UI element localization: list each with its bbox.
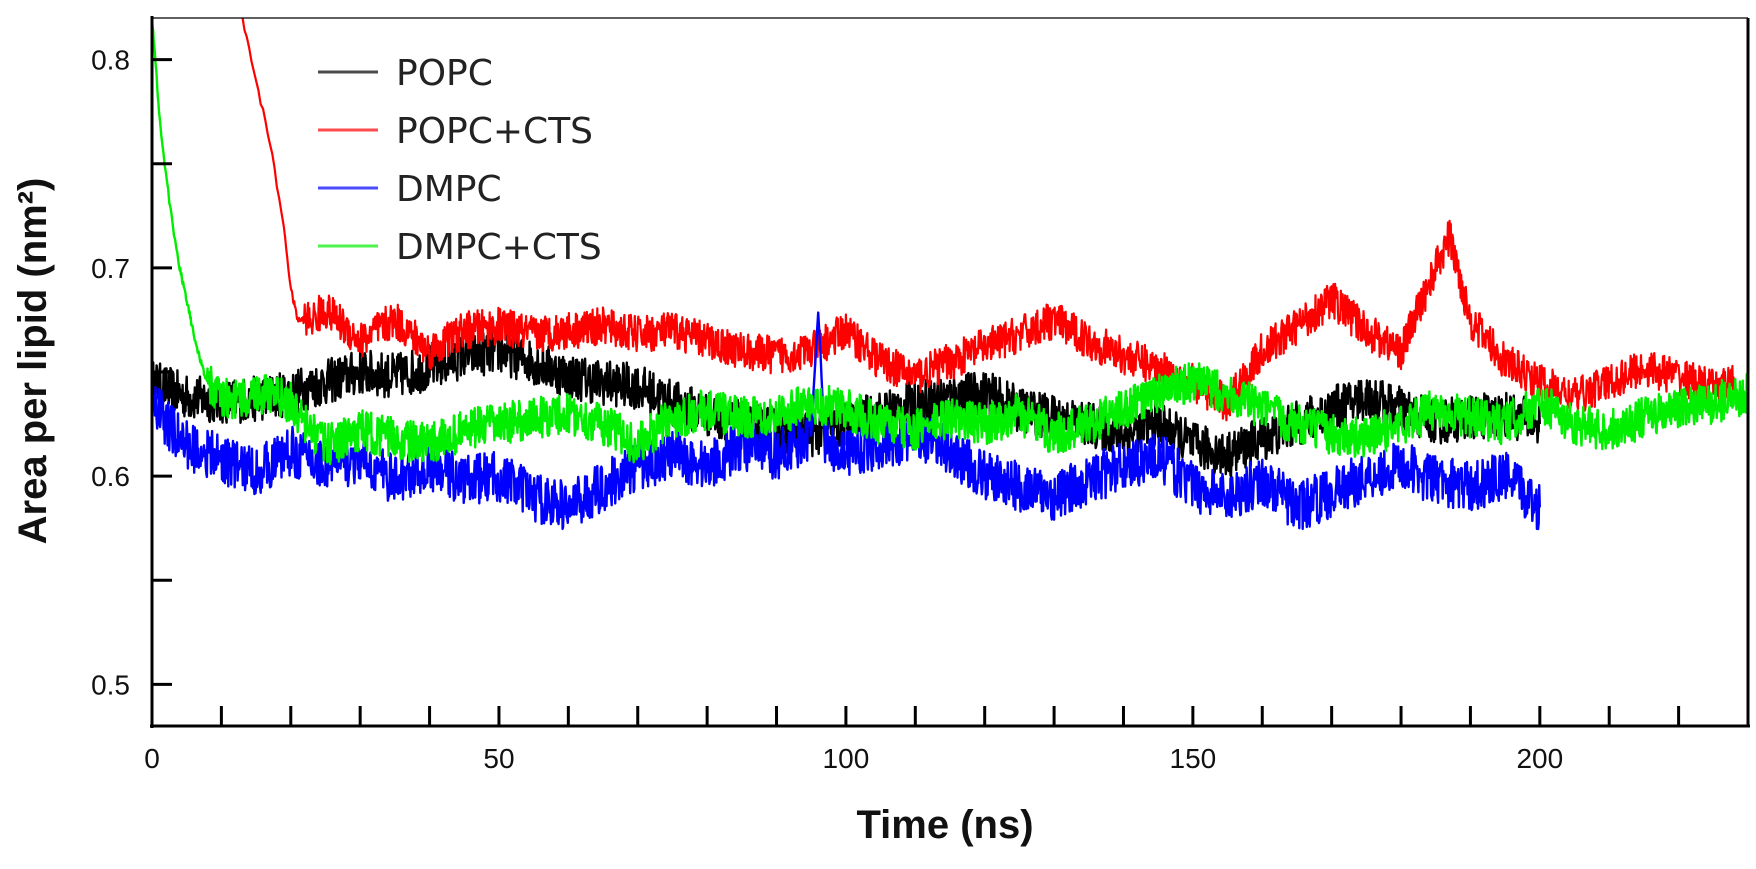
x-tick-label: 150 — [1170, 743, 1217, 774]
x-axis-title: Time (ns) — [856, 803, 1033, 847]
x-tick-label: 0 — [144, 743, 160, 774]
x-tick-label: 200 — [1516, 743, 1563, 774]
legend-label: DMPC+CTS — [396, 227, 602, 268]
series-line-dmpc-plus-cts — [152, 19, 1748, 466]
legend: POPC POPC+CTS DMPC DMPC+CTS — [318, 53, 602, 268]
y-tick-label: 0.8 — [91, 45, 130, 76]
y-axis-title: Area per lipid (nm²) — [11, 178, 55, 545]
series-line-dmpc — [152, 311, 1541, 531]
x-tick-label: 50 — [483, 743, 514, 774]
legend-label: POPC+CTS — [396, 111, 593, 152]
y-tick-label: 0.6 — [91, 461, 130, 492]
y-tick-label: 0.5 — [91, 669, 130, 700]
x-tick-label: 100 — [823, 743, 870, 774]
y-tick-label: 0.7 — [91, 253, 130, 284]
series-layer — [152, 18, 1748, 531]
series-line-popc-plus-cts — [241, 18, 1736, 422]
axes-layer: 0 50 100 150 200 0.5 0.6 0.7 0.8 — [91, 16, 1750, 774]
legend-label: POPC — [396, 53, 493, 94]
legend-label: DMPC — [396, 169, 502, 210]
